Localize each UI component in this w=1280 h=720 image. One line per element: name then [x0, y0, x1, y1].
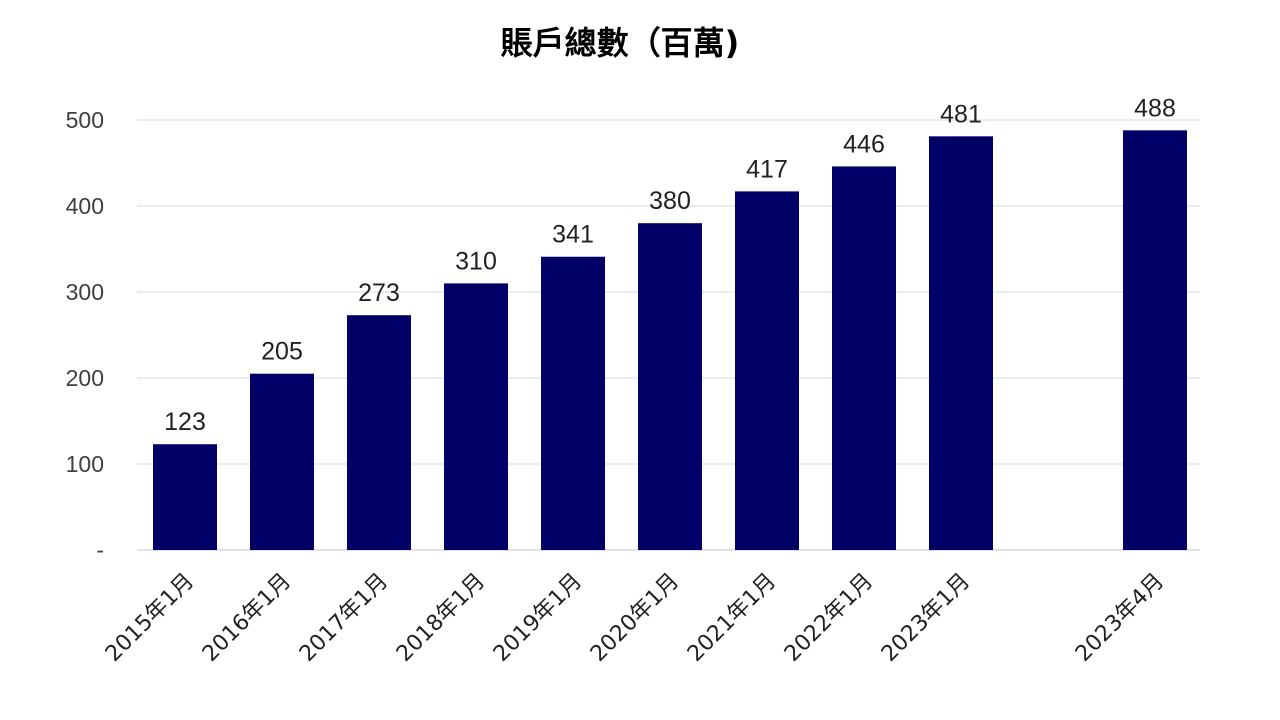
data-label: 205 — [261, 338, 303, 366]
y-tick-label: 100 — [66, 451, 104, 477]
y-tick-label: 300 — [66, 279, 104, 305]
chart-title: 賬戶總數（百萬) — [500, 24, 740, 62]
x-tick-label: 2022年1月 — [780, 569, 878, 667]
bar — [444, 283, 508, 550]
bar — [347, 315, 411, 550]
x-axis: 2015年1月2016年1月2017年1月2018年1月2019年1月2020年… — [101, 569, 1169, 667]
bar — [541, 256, 605, 550]
data-label: 310 — [455, 247, 497, 275]
bars — [153, 130, 1187, 550]
y-tick-label: - — [96, 537, 104, 563]
y-tick-label: 500 — [66, 107, 104, 133]
bar — [735, 191, 799, 550]
data-labels: 123 205 273 310 341 380 417 446 481 488 — [164, 94, 1176, 436]
y-tick-label: 400 — [66, 193, 104, 219]
y-axis: - 100 200 300 400 500 — [66, 107, 104, 563]
bar — [1123, 130, 1187, 550]
data-label: 273 — [358, 279, 400, 307]
data-label: 380 — [649, 187, 691, 215]
bar — [832, 166, 896, 550]
data-label: 417 — [746, 155, 788, 183]
x-tick-label: 2018年1月 — [392, 569, 490, 667]
bar — [638, 223, 702, 550]
y-tick-label: 200 — [66, 365, 104, 391]
data-label: 123 — [164, 408, 206, 436]
x-tick-label: 2020年1月 — [586, 569, 684, 667]
x-tick-label: 2021年1月 — [683, 569, 781, 667]
x-tick-label: 2023年1月 — [877, 569, 975, 667]
data-label: 446 — [843, 130, 885, 158]
data-label: 488 — [1134, 94, 1176, 122]
bar — [153, 444, 217, 550]
x-tick-label: 2019年1月 — [489, 569, 587, 667]
x-tick-label: 2016年1月 — [198, 569, 296, 667]
bar — [929, 136, 993, 550]
x-tick-label: 2017年1月 — [295, 569, 393, 667]
x-tick-label: 2023年4月 — [1071, 569, 1169, 667]
bar — [250, 373, 314, 550]
x-tick-label: 2015年1月 — [101, 569, 199, 667]
data-label: 341 — [552, 221, 594, 249]
data-label: 481 — [940, 100, 982, 128]
